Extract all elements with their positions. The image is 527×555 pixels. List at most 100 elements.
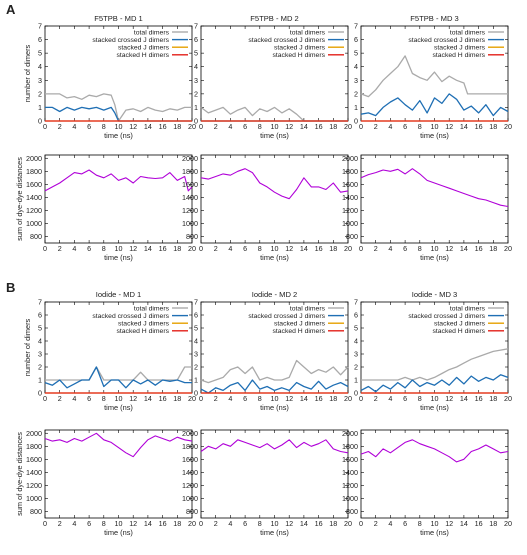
series-line-total-dimers <box>361 348 509 381</box>
x-axis-label: time (ns) <box>420 403 449 412</box>
y-tick-label: 4 <box>194 337 198 346</box>
x-tick-label: 20 <box>344 122 352 131</box>
x-tick-label: 2 <box>214 122 218 131</box>
x-tick-label: 6 <box>243 394 247 403</box>
x-tick-label: 4 <box>388 519 392 528</box>
y-tick-label: 2000 <box>342 154 358 163</box>
x-tick-label: 20 <box>504 394 512 403</box>
y-tick-label: 6 <box>194 35 198 44</box>
series-line-stacked-crossed-J-dimers <box>360 93 509 117</box>
y-tick-label: 2000 <box>182 154 198 163</box>
x-tick-label: 12 <box>129 122 137 131</box>
x-tick-label: 0 <box>359 394 363 403</box>
plot-frame <box>360 154 509 244</box>
legend-label: stacked crossed J dimers <box>92 313 169 320</box>
legend-label: total dimers <box>450 305 486 312</box>
plot-frame <box>44 154 193 244</box>
y-tick-label: 4 <box>354 62 358 71</box>
x-tick-label: 0 <box>43 244 47 253</box>
y-tick-label: 5 <box>38 324 42 333</box>
y-tick-label: 7 <box>354 298 358 307</box>
series-line-total-dimers <box>45 93 192 122</box>
legend-label: stacked H dimers <box>272 52 325 59</box>
x-tick-label: 18 <box>173 122 181 131</box>
x-axis-label: time (ns) <box>260 131 289 140</box>
y-tick-label: 2 <box>354 89 358 98</box>
x-tick-label: 12 <box>445 244 453 253</box>
x-tick-label: 12 <box>285 519 293 528</box>
x-tick-label: 10 <box>115 519 123 528</box>
x-tick-label: 4 <box>72 244 76 253</box>
y-tick-label: 800 <box>346 507 358 516</box>
x-tick-label: 6 <box>243 519 247 528</box>
y-tick-label: 1400 <box>26 193 42 202</box>
y-tick-label: 1400 <box>182 193 198 202</box>
x-tick-label: 18 <box>489 122 497 131</box>
x-tick-label: 2 <box>214 394 218 403</box>
legend-label: total dimers <box>450 29 486 36</box>
plot-A-bot-1: 0 2 4 6 8 10 12 14 16 18 20 800 1000 1200 1400 1600 1800… <box>15 154 196 262</box>
y-tick-label: 1400 <box>182 468 198 477</box>
x-tick-label: 0 <box>359 122 363 131</box>
x-tick-label: 8 <box>418 519 422 528</box>
y-tick-label: 1200 <box>342 481 358 490</box>
y-tick-label: 1600 <box>26 455 42 464</box>
plot-title: F5TPB - MD 1 <box>94 14 143 23</box>
legend-label: stacked J dimers <box>274 45 326 52</box>
y-tick-label: 5 <box>354 49 358 58</box>
plot-title: F5TPB - MD 2 <box>250 14 299 23</box>
y-tick-label: 3 <box>194 350 198 359</box>
x-tick-label: 16 <box>315 122 323 131</box>
x-tick-label: 14 <box>460 519 468 528</box>
x-tick-label: 2 <box>374 122 378 131</box>
x-tick-label: 10 <box>115 244 123 253</box>
x-tick-label: 10 <box>115 122 123 131</box>
plot-title: Iodide - MD 3 <box>412 290 458 299</box>
x-tick-label: 20 <box>188 519 196 528</box>
series-line-total-dimers <box>360 55 508 98</box>
x-tick-label: 0 <box>199 244 203 253</box>
y-tick-label: 4 <box>38 337 42 346</box>
y-tick-label: 1800 <box>342 167 358 176</box>
y-tick-label: 6 <box>38 35 42 44</box>
x-tick-label: 14 <box>300 519 308 528</box>
x-tick-label: 6 <box>87 122 91 131</box>
x-tick-label: 10 <box>115 394 123 403</box>
x-tick-label: 8 <box>258 244 262 253</box>
x-tick-label: 2 <box>374 244 378 253</box>
y-tick-label: 1000 <box>182 494 198 503</box>
y-tick-label: 1 <box>354 376 358 385</box>
x-tick-label: 20 <box>344 244 352 253</box>
panel-letter-a: A <box>6 2 16 17</box>
x-tick-label: 16 <box>315 519 323 528</box>
y-tick-label: 6 <box>38 311 42 320</box>
x-tick-label: 18 <box>329 519 337 528</box>
x-tick-label: 18 <box>173 394 181 403</box>
plot-frame <box>360 429 509 519</box>
x-tick-label: 8 <box>418 394 422 403</box>
y-tick-label: 0 <box>354 389 358 398</box>
x-tick-label: 10 <box>271 394 279 403</box>
x-axis-label: time (ns) <box>420 253 449 262</box>
series-line-total-dimers <box>200 106 348 122</box>
y-tick-label: 1000 <box>342 494 358 503</box>
x-tick-label: 18 <box>489 244 497 253</box>
plot-B-bot-3: 0 2 4 6 8 10 12 14 16 18 20 800 1000 1200 1400 1600 1800… <box>342 429 512 537</box>
x-tick-label: 2 <box>58 394 62 403</box>
plot-A-bot-2: 0 2 4 6 8 10 12 14 16 18 20 800 1000 1200 1400 1600 1800… <box>182 154 352 262</box>
y-axis-label: number of dimers <box>23 318 32 376</box>
x-tick-label: 20 <box>344 394 352 403</box>
x-tick-label: 20 <box>188 394 196 403</box>
series-line-stacked-crossed-J-dimers <box>44 366 192 389</box>
x-axis-label: time (ns) <box>104 131 133 140</box>
x-tick-label: 20 <box>188 244 196 253</box>
y-axis-label: number of dimers <box>23 44 32 102</box>
y-tick-label: 1600 <box>182 180 198 189</box>
legend-label: stacked J dimers <box>274 321 326 328</box>
plot-title: F5TPB - MD 3 <box>410 14 459 23</box>
x-tick-label: 16 <box>475 244 483 253</box>
legend-label: total dimers <box>290 305 326 312</box>
y-tick-label: 7 <box>194 22 198 31</box>
y-tick-label: 4 <box>194 62 198 71</box>
